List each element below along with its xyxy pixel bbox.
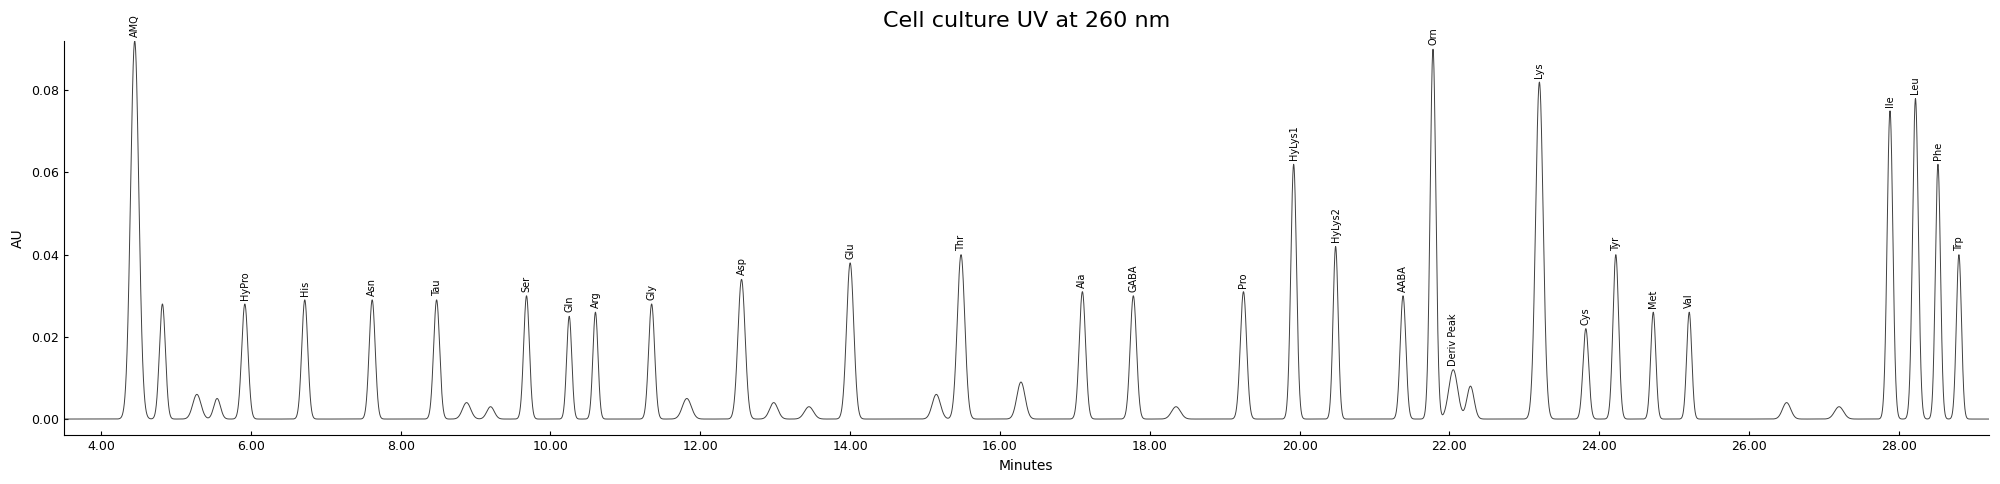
Text: HyLys1: HyLys1 [1288,125,1298,160]
Text: HyPro: HyPro [240,271,250,300]
Text: Ile: Ile [1884,95,1894,107]
Text: Arg: Arg [590,291,600,308]
Text: His: His [300,281,310,296]
Text: AMQ: AMQ [130,14,140,37]
Text: Trp: Trp [1954,236,1964,251]
Text: HyLys2: HyLys2 [1330,208,1340,242]
Text: AABA: AABA [1398,265,1408,292]
Text: Lys: Lys [1534,62,1544,78]
Text: Ser: Ser [522,275,532,292]
Text: Val: Val [1684,293,1694,308]
Text: Phe: Phe [1932,142,1942,160]
Text: Thr: Thr [956,234,966,251]
Text: Cys: Cys [1580,307,1590,325]
Text: Tyr: Tyr [1610,237,1620,251]
Text: Orn: Orn [1428,28,1438,45]
Text: Deriv Peak: Deriv Peak [1448,313,1458,365]
Text: Ala: Ala [1078,272,1088,287]
Text: Tau: Tau [432,279,442,296]
Text: Asp: Asp [736,257,746,275]
Text: Gly: Gly [646,284,656,300]
Text: Glu: Glu [846,242,856,259]
Text: Met: Met [1648,290,1658,308]
Text: Leu: Leu [1910,77,1920,94]
Y-axis label: AU: AU [12,228,26,248]
Text: Gln: Gln [564,296,574,312]
Text: GABA: GABA [1128,264,1138,292]
Title: Cell culture UV at 260 nm: Cell culture UV at 260 nm [882,11,1170,31]
Text: Asn: Asn [368,278,378,296]
Text: Pro: Pro [1238,272,1248,287]
X-axis label: Minutes: Minutes [998,459,1054,473]
